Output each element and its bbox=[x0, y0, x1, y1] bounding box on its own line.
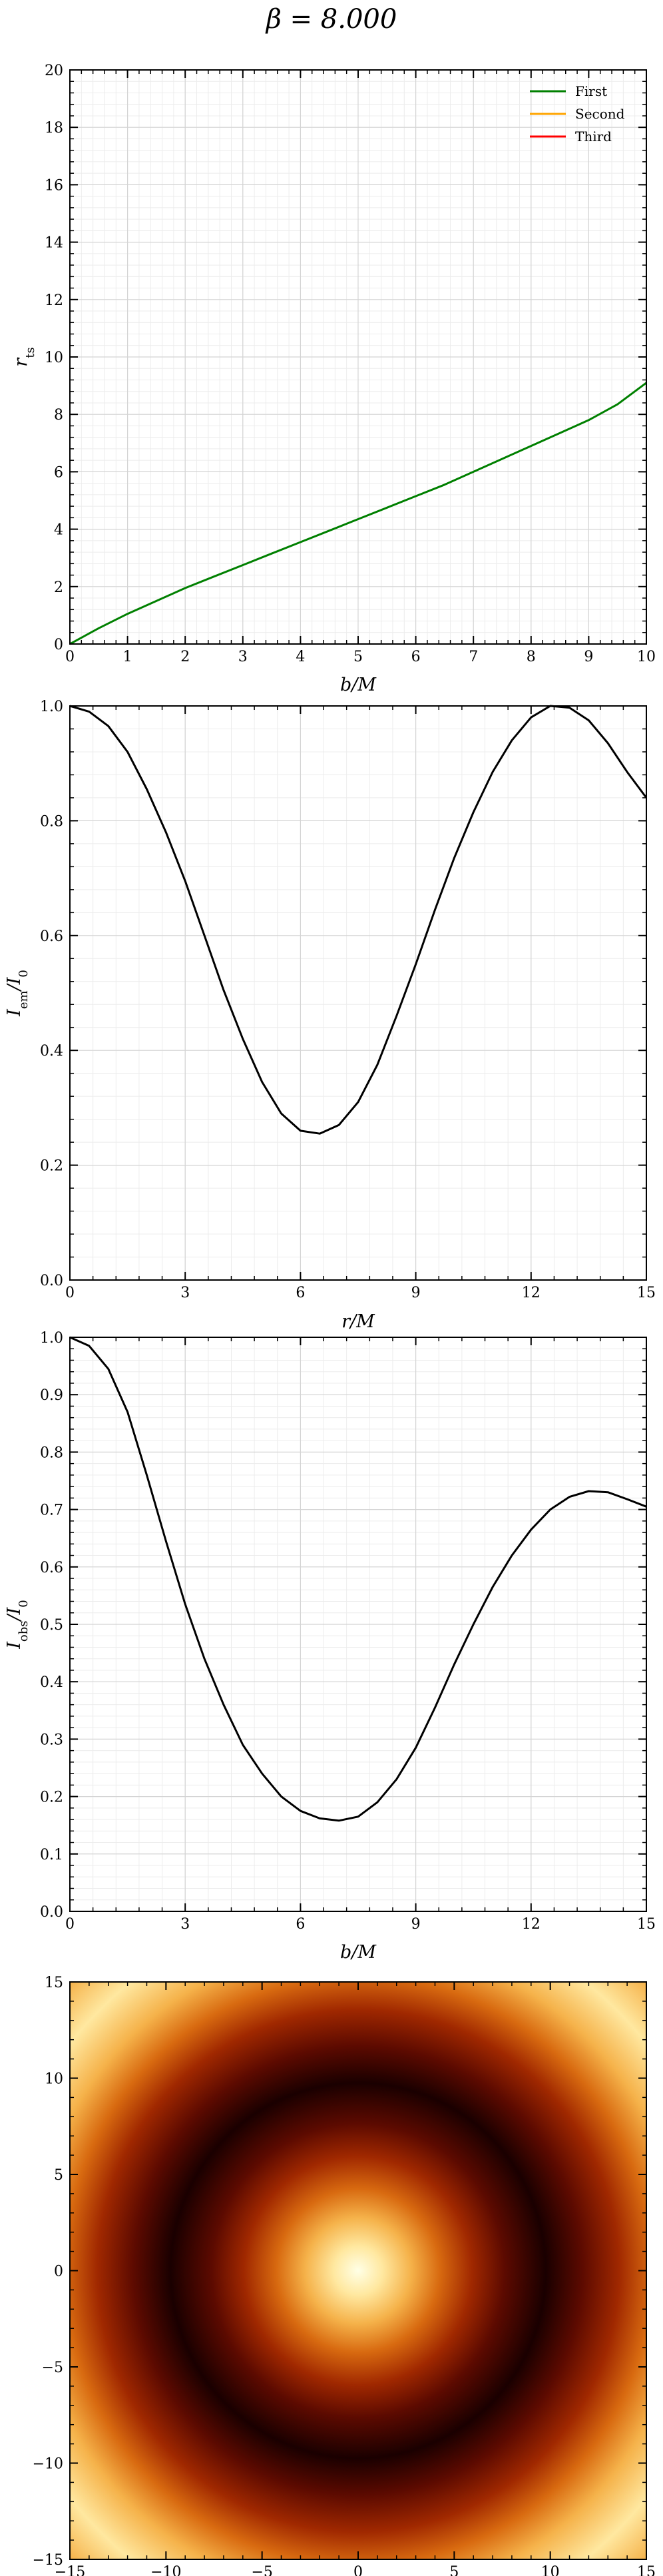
x-tick-label: 6 bbox=[296, 1916, 305, 1933]
y-tick-label: 0.9 bbox=[40, 1387, 63, 1404]
heatmap-image bbox=[70, 1982, 646, 2559]
y-tick-label: 0.3 bbox=[40, 1732, 63, 1748]
y-tick-label: 8 bbox=[54, 407, 63, 424]
chart-panel-3: 0 3 6 9 12 15 0.0 0.1 0.2 0.3 0.4 0.5 0.6 0.7 0.8 0.9 1.… bbox=[40, 1330, 656, 1933]
x-tick-label: 2 bbox=[180, 649, 190, 665]
x-tick-label: 3 bbox=[238, 649, 248, 665]
y-tick-label: 0.8 bbox=[40, 1445, 63, 1461]
y-tick-label: 0.5 bbox=[40, 1617, 63, 1634]
y-tick-label: 16 bbox=[45, 177, 63, 194]
x-tick-label: 10 bbox=[637, 649, 656, 665]
y-tick-label: 5 bbox=[54, 2167, 63, 2184]
x-tick-label: 15 bbox=[637, 1916, 656, 1933]
x-tick-label: 4 bbox=[296, 649, 305, 665]
y-tick-label: −10 bbox=[33, 2456, 63, 2473]
y-tick-label: 18 bbox=[45, 120, 63, 137]
y-tick-label: 10 bbox=[45, 2071, 63, 2088]
y-axis-label: Iobs/I0 bbox=[4, 1600, 31, 1650]
plot-frame bbox=[69, 705, 647, 1281]
x-tick-label: 0 bbox=[353, 2564, 363, 2576]
y-tick-label: 12 bbox=[45, 292, 63, 309]
y-tick-label: 6 bbox=[54, 464, 63, 481]
x-tick-label: 5 bbox=[449, 2564, 459, 2576]
x-tick-label: 9 bbox=[584, 649, 593, 665]
series-line-1 bbox=[69, 705, 648, 1135]
x-tick-label: −10 bbox=[150, 2564, 181, 2576]
x-tick-label: 12 bbox=[522, 1285, 541, 1301]
y-tick-label: 0.4 bbox=[40, 1674, 63, 1691]
x-tick-label: 5 bbox=[353, 649, 363, 665]
y-tick-label: 0.0 bbox=[40, 1273, 63, 1289]
y-tick-label: 0 bbox=[54, 637, 63, 653]
x-tick-label: 6 bbox=[296, 1285, 305, 1301]
x-tick-label: 3 bbox=[180, 1916, 190, 1933]
legend-label-3: Third bbox=[575, 129, 612, 145]
x-tick-label: −5 bbox=[251, 2564, 272, 2576]
figure-title: β = 8.000 bbox=[266, 4, 397, 35]
x-tick-label: 0 bbox=[65, 649, 75, 665]
y-tick-label: 0.4 bbox=[40, 1043, 63, 1060]
x-tick-label: 9 bbox=[411, 1285, 421, 1301]
x-tick-label: 7 bbox=[469, 649, 478, 665]
y-tick-label: 0.8 bbox=[40, 813, 63, 830]
chart-panel-1: 0 1 2 3 4 5 6 7 8 9 1002468101214161820FirstSecond… bbox=[45, 63, 656, 665]
y-tick-label: 0.2 bbox=[40, 1158, 63, 1175]
y-tick-label: 20 bbox=[45, 63, 63, 79]
chart-panel-2: 0 3 6 9 12 15 0.0 0.2 0.4 0.6 0.8 1.0 bbox=[40, 699, 656, 1301]
y-tick-label: 0 bbox=[54, 2264, 63, 2280]
legend-label-1: First bbox=[575, 83, 607, 99]
x-axis-label: r/M bbox=[341, 1311, 375, 1332]
x-tick-label: 12 bbox=[522, 1916, 541, 1933]
y-tick-label: 10 bbox=[45, 350, 63, 366]
y-tick-label: 15 bbox=[45, 1975, 63, 1991]
y-tick-label: 2 bbox=[54, 579, 63, 596]
y-axis-label: rts bbox=[11, 347, 37, 366]
x-tick-label: 0 bbox=[65, 1916, 75, 1933]
y-tick-label: 0.0 bbox=[40, 1904, 63, 1921]
y-tick-label: 14 bbox=[45, 235, 63, 252]
y-tick-label: 1.0 bbox=[40, 699, 63, 715]
y-tick-label: 0.2 bbox=[40, 1789, 63, 1806]
x-axis-label: b/M bbox=[340, 1942, 377, 1963]
x-tick-label: 10 bbox=[541, 2564, 560, 2576]
y-tick-label: −15 bbox=[33, 2552, 63, 2569]
y-tick-label: 0.7 bbox=[40, 1502, 63, 1519]
x-tick-label: 15 bbox=[637, 1285, 656, 1301]
x-tick-label: 9 bbox=[411, 1916, 421, 1933]
series-line-1 bbox=[69, 1336, 647, 1822]
x-tick-label: −15 bbox=[55, 2564, 85, 2576]
chart-panel-4: −15 −10 −5 0 5 10 15 −15 −10 −5 0 5 10 15 bbox=[33, 1975, 656, 2576]
x-tick-label: 8 bbox=[527, 649, 536, 665]
x-tick-label: 15 bbox=[637, 2564, 656, 2576]
x-tick-label: 3 bbox=[180, 1285, 190, 1301]
y-tick-label: −5 bbox=[42, 2360, 63, 2376]
x-tick-label: 0 bbox=[65, 1285, 75, 1301]
legend-label-2: Second bbox=[575, 106, 625, 122]
y-tick-label: 4 bbox=[54, 522, 63, 539]
y-tick-label: 0.6 bbox=[40, 928, 63, 945]
y-tick-label: 1.0 bbox=[40, 1330, 63, 1347]
y-tick-label: 0.6 bbox=[40, 1560, 63, 1576]
y-axis-label: Iem/I0 bbox=[4, 970, 31, 1017]
y-tick-label: 0.1 bbox=[40, 1847, 63, 1863]
series-line-1 bbox=[69, 382, 647, 645]
x-tick-label: 1 bbox=[123, 649, 132, 665]
x-axis-label: b/M bbox=[340, 675, 377, 695]
x-tick-label: 6 bbox=[411, 649, 421, 665]
